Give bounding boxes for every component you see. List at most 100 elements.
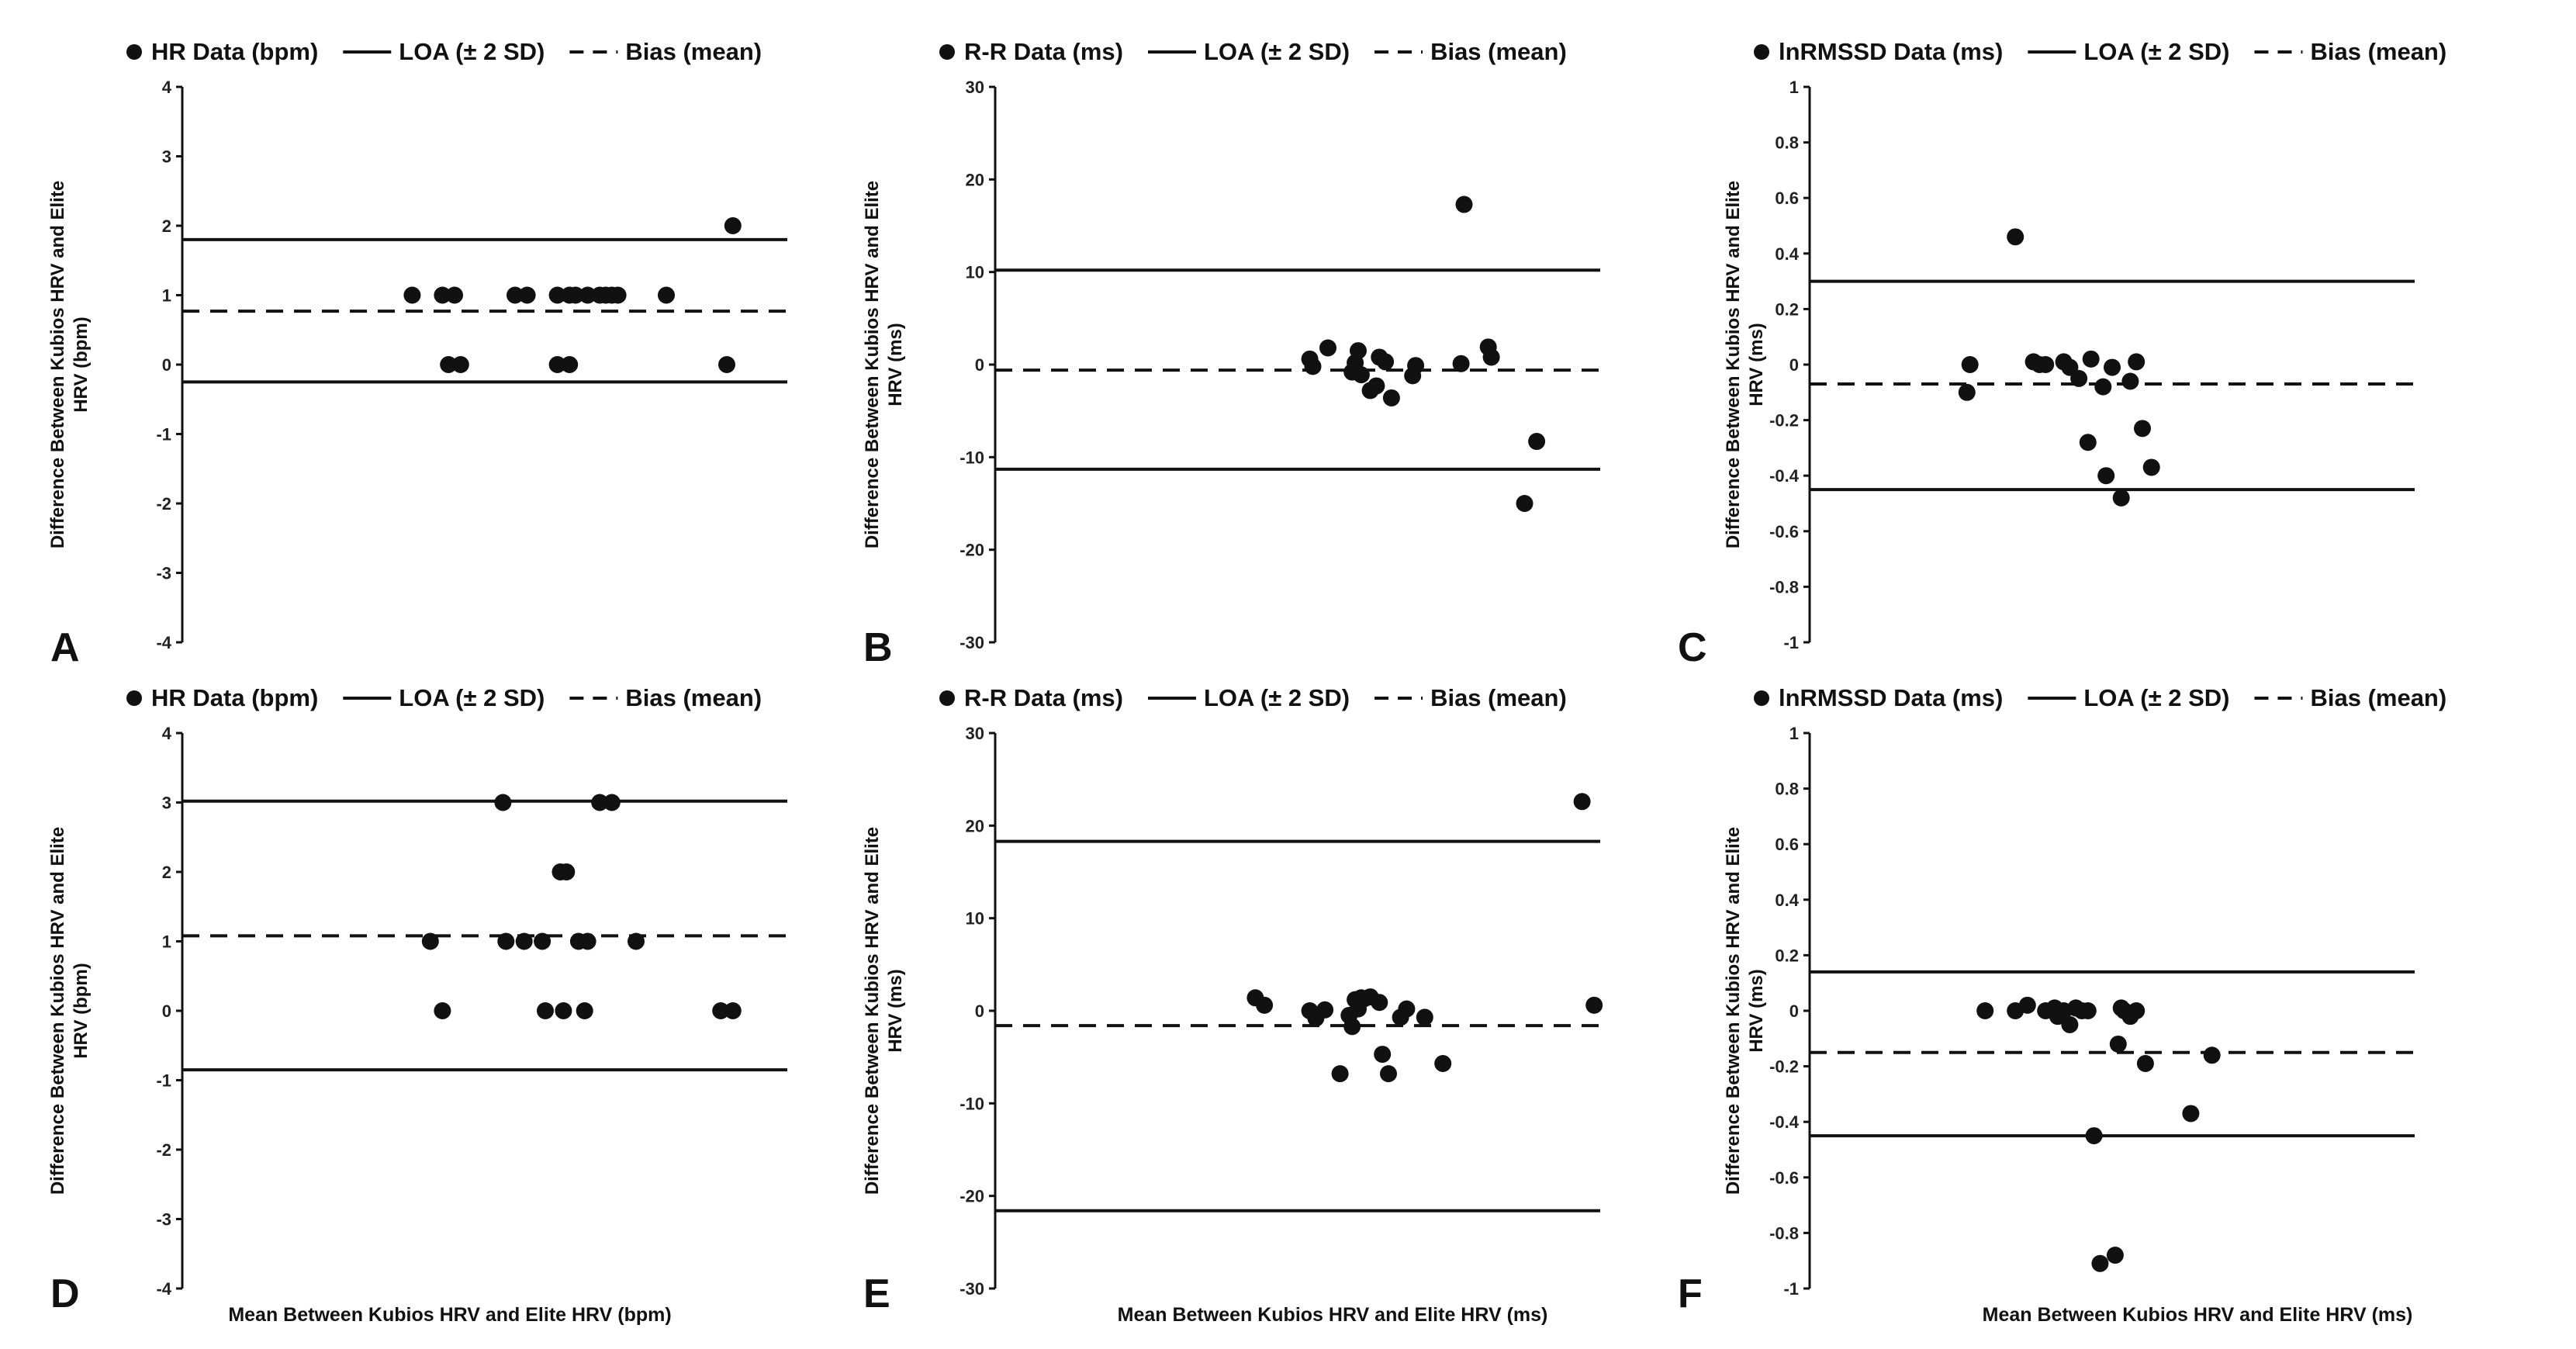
panel-a-data-point: [451, 356, 469, 373]
panel-a-data-point: [567, 286, 584, 304]
panel-c-ytick-label: -0.6: [1769, 522, 1799, 541]
panel-d-data-point: [628, 932, 645, 950]
panel-b-data-point: [1528, 433, 1546, 451]
panel-f-data-point: [2106, 1247, 2124, 1264]
panel-c-data-point: [2007, 228, 2024, 246]
panel-c-legend-bias: Bias (mean): [2310, 38, 2446, 65]
panel-e-data-point: [1416, 1008, 1433, 1026]
panel-c-legend-marker: [1754, 44, 1769, 60]
panel-b-data-point: [1368, 377, 1385, 395]
panel-b-data-point: [1455, 195, 1473, 213]
panel-e-data-point: [1371, 994, 1388, 1012]
panel-a-ytick-label: -4: [156, 633, 171, 652]
panel-a-ylabel: HRV (bpm): [71, 316, 92, 413]
panel-e-ylabel: Difference Between Kubios HRV and Elite: [862, 827, 883, 1195]
panel-b-ytick-label: -30: [960, 633, 984, 652]
panel-d-data-point: [494, 794, 512, 811]
panel-f-ytick-label: 0: [1789, 1001, 1799, 1021]
panel-d-ytick-label: -1: [156, 1071, 171, 1091]
panel-f-ytick-label: 0.6: [1775, 835, 1799, 854]
panel-e-ytick-label: 0: [975, 1001, 984, 1021]
panel-f-legend-bias: Bias (mean): [2310, 684, 2446, 711]
panel-a-data-point: [609, 286, 627, 304]
panel-c-data-point: [2134, 420, 2151, 438]
panel-f-letter: F: [1678, 1271, 1703, 1316]
panel-a-ytick-label: 4: [162, 78, 172, 97]
panel-a-legend-bias: Bias (mean): [625, 38, 762, 65]
panel-c-data-point: [2082, 350, 2100, 368]
panel-d-legend-data: HR Data (bpm): [151, 684, 318, 711]
panel-b-data-point: [1482, 348, 1500, 366]
panel-b-legend-loa: LOA (± 2 SD): [1204, 38, 1350, 65]
panel-a-ylabel: Difference Between Kubios HRV and Elite: [47, 181, 68, 548]
panel-a-ytick-label: 2: [162, 216, 171, 236]
panel-d-data-point: [434, 1002, 451, 1019]
panel-f-ylabel: Difference Between Kubios HRV and Elite: [1723, 827, 1744, 1195]
panel-e-data-point: [1331, 1065, 1349, 1083]
panel-a-ytick-label: -1: [156, 425, 171, 444]
panel-c-ylabel: HRV (ms): [1746, 323, 1767, 406]
panel-f-legend-marker: [1754, 690, 1769, 706]
panel-b-data-point: [1377, 353, 1395, 371]
panel-a-data-point: [446, 286, 463, 304]
panel-e-data-point: [1434, 1055, 1452, 1073]
panel-c-data-point: [2128, 353, 2146, 371]
panel-b-ylabel: HRV (ms): [885, 323, 906, 406]
panel-b-data-point: [1452, 355, 1470, 372]
panel-b-data-point: [1352, 366, 1370, 384]
panel-d-data-point: [497, 932, 515, 950]
panel-c-data-point: [1961, 356, 1979, 373]
panel-d-ytick-label: 2: [162, 863, 171, 882]
panel-b-data-point: [1382, 389, 1400, 406]
panel-a-data-point: [724, 217, 742, 234]
panel-c-data-point: [2094, 378, 2112, 396]
panel-f-ytick-label: -1: [1783, 1279, 1799, 1299]
panel-f-ytick-label: -0.8: [1769, 1223, 1799, 1243]
panel-e-data-point: [1374, 1046, 1392, 1064]
panel-e-data-point: [1256, 996, 1274, 1014]
panel-f-data-point: [2061, 1015, 2079, 1033]
panel-b-ytick-label: 0: [975, 355, 984, 375]
panel-f-data-point: [2136, 1055, 2154, 1073]
panel-d-data-point: [555, 1002, 572, 1019]
panel-b-ytick-label: 30: [966, 78, 984, 97]
panel-a-legend-loa: LOA (± 2 SD): [399, 38, 545, 65]
panel-b-ytick-label: 20: [966, 170, 984, 189]
panel-b-ytick-label: 10: [966, 263, 984, 282]
panel-c-data-point: [2121, 372, 2139, 390]
panel-a-legend-data: HR Data (bpm): [151, 38, 318, 65]
panel-a-letter: A: [50, 625, 80, 670]
panel-d-ytick-label: 4: [162, 724, 172, 743]
panel-e-data-point: [1585, 996, 1603, 1014]
panel-f-ytick-label: 0.8: [1775, 780, 1799, 799]
panel-d-xlabel: Mean Between Kubios HRV and Elite HRV (b…: [228, 1304, 671, 1326]
panel-c-ytick-label: 0.6: [1775, 189, 1799, 208]
panel-b-data-point: [1304, 358, 1322, 375]
panel-e-data-point: [1316, 1001, 1334, 1019]
panel-c-letter: C: [1678, 625, 1707, 670]
panel-b-data-point: [1350, 342, 1367, 360]
panel-b-legend-bias: Bias (mean): [1430, 38, 1567, 65]
panel-e-ytick-label: -10: [960, 1094, 984, 1113]
panel-e-data-point: [1380, 1065, 1397, 1083]
panel-d-data-point: [591, 794, 609, 811]
panel-f-ytick-label: -0.6: [1769, 1168, 1799, 1188]
panel-a-data-point: [434, 286, 451, 304]
panel-d-ytick-label: 3: [162, 794, 171, 813]
panel-d-data-point: [579, 932, 596, 950]
panel-c-data-point: [2104, 358, 2121, 376]
panel-c-ytick-label: -1: [1783, 633, 1799, 652]
panel-d-data-point: [558, 863, 576, 880]
panel-b-data-point: [1407, 357, 1425, 375]
panel-d-ylabel: HRV (bpm): [71, 963, 92, 1059]
panel-d-data-point: [534, 932, 552, 950]
panel-b-ytick-label: -10: [960, 448, 984, 467]
panel-a-data-point: [658, 286, 675, 304]
panel-e-legend-data: R-R Data (ms): [964, 684, 1123, 711]
panel-b-legend-marker: [939, 44, 955, 60]
panel-a-legend-marker: [126, 44, 142, 60]
panel-b-data-point: [1516, 495, 1533, 512]
panel-a-data-point: [548, 286, 566, 304]
panel-f-ytick-label: -0.4: [1769, 1112, 1800, 1132]
